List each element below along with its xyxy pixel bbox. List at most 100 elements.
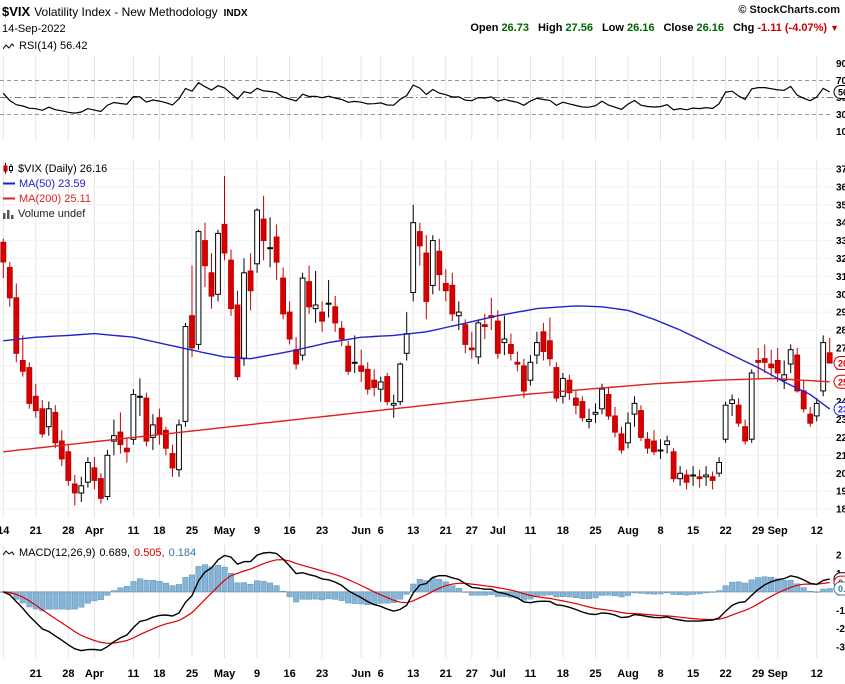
candle xyxy=(514,361,521,365)
candle xyxy=(794,354,801,392)
svg-text:Apr: Apr xyxy=(85,668,105,680)
svg-text:28: 28 xyxy=(836,326,845,337)
svg-text:23: 23 xyxy=(316,668,328,680)
candle xyxy=(26,367,33,404)
svg-text:21: 21 xyxy=(836,451,845,462)
candle xyxy=(241,272,247,360)
svg-text:29: 29 xyxy=(836,308,845,319)
candle xyxy=(683,474,690,483)
candle xyxy=(150,424,156,438)
svg-text:27: 27 xyxy=(836,343,845,354)
ma50-line-icon xyxy=(3,182,15,185)
candle xyxy=(358,365,365,372)
svg-text:9: 9 xyxy=(254,525,260,537)
candle xyxy=(690,474,697,477)
svg-text:Jul: Jul xyxy=(490,668,506,680)
candle xyxy=(169,453,176,469)
svg-text:25: 25 xyxy=(589,525,601,537)
candle xyxy=(390,402,397,406)
svg-text:30: 30 xyxy=(836,110,845,121)
candle xyxy=(475,322,482,358)
svg-text:Sep: Sep xyxy=(768,525,788,537)
candle xyxy=(124,447,130,453)
candle xyxy=(6,266,13,299)
candle xyxy=(442,283,449,292)
candle xyxy=(299,277,306,356)
svg-text:22: 22 xyxy=(719,668,731,680)
svg-text:11: 11 xyxy=(128,668,140,680)
candle xyxy=(403,333,410,354)
svg-text:21: 21 xyxy=(30,668,42,680)
svg-text:14: 14 xyxy=(0,525,10,537)
candle xyxy=(221,223,228,254)
candle xyxy=(612,415,618,433)
ma200-line-icon xyxy=(3,197,15,200)
svg-text:56.42: 56.42 xyxy=(838,88,845,98)
candle xyxy=(644,438,651,449)
candle xyxy=(579,401,586,419)
candle xyxy=(605,394,612,417)
svg-text:34: 34 xyxy=(836,218,845,229)
candle xyxy=(787,349,794,365)
svg-text:10: 10 xyxy=(836,127,845,138)
candle xyxy=(494,320,501,354)
candle xyxy=(130,394,137,440)
svg-text:25.11: 25.11 xyxy=(838,377,845,387)
candle xyxy=(599,388,605,410)
candle xyxy=(104,454,111,497)
price-legend: $VIX (Daily) 26.16 MA(50) 23.59 MA(200) … xyxy=(3,161,107,221)
candle xyxy=(176,424,182,471)
candle xyxy=(397,363,404,403)
candle xyxy=(163,429,169,449)
candle xyxy=(651,440,657,453)
svg-text:0.18: 0.18 xyxy=(838,584,845,594)
candle xyxy=(338,327,345,340)
candle xyxy=(58,440,65,460)
macd-label: MACD(12,26,9) xyxy=(19,547,96,559)
candle xyxy=(449,284,456,315)
candle xyxy=(234,304,241,378)
candle xyxy=(709,476,716,481)
ma50-legend-label: MA(50) 23.59 xyxy=(19,177,86,190)
candle xyxy=(98,478,104,499)
candle xyxy=(351,361,358,364)
svg-text:8: 8 xyxy=(657,668,663,680)
svg-text:18: 18 xyxy=(836,505,845,516)
svg-text:20: 20 xyxy=(836,469,845,480)
open-label: Open xyxy=(470,22,499,34)
candle xyxy=(286,311,293,340)
candle xyxy=(820,342,827,392)
candle xyxy=(45,408,52,428)
volume-legend-label: Volume undef xyxy=(18,207,86,220)
svg-text:2: 2 xyxy=(836,551,842,562)
rsi-line-icon xyxy=(3,42,15,49)
candle xyxy=(312,304,319,310)
svg-text:22: 22 xyxy=(836,433,845,444)
chart-header: $VIX Volatility Index - New Methodology IN… xyxy=(2,3,248,21)
candle xyxy=(65,451,72,481)
candle xyxy=(521,365,527,392)
candle xyxy=(345,345,352,372)
svg-text:25: 25 xyxy=(589,668,601,680)
candle xyxy=(306,281,313,308)
candle xyxy=(423,252,430,302)
copyright-link[interactable]: © StockCharts.com xyxy=(738,4,840,16)
candle xyxy=(293,349,300,365)
svg-text:28: 28 xyxy=(62,525,74,537)
candle xyxy=(586,419,592,422)
candle xyxy=(826,352,833,364)
axis-value-pill: 25.11 xyxy=(833,374,845,389)
candle xyxy=(618,433,625,451)
candle xyxy=(32,395,39,412)
candle xyxy=(481,324,488,328)
candle xyxy=(111,435,117,442)
candle xyxy=(364,368,371,390)
close-value: 26.16 xyxy=(696,22,724,34)
date-axis: 14 21 28 Apr 11 18 25 May 9 16 23 Jun 6 13 21 27 Jul 11 18… xyxy=(0,525,823,680)
svg-text:6: 6 xyxy=(378,525,384,537)
svg-text:12: 12 xyxy=(811,668,823,680)
svg-text:31: 31 xyxy=(836,272,845,283)
candle xyxy=(748,372,755,440)
